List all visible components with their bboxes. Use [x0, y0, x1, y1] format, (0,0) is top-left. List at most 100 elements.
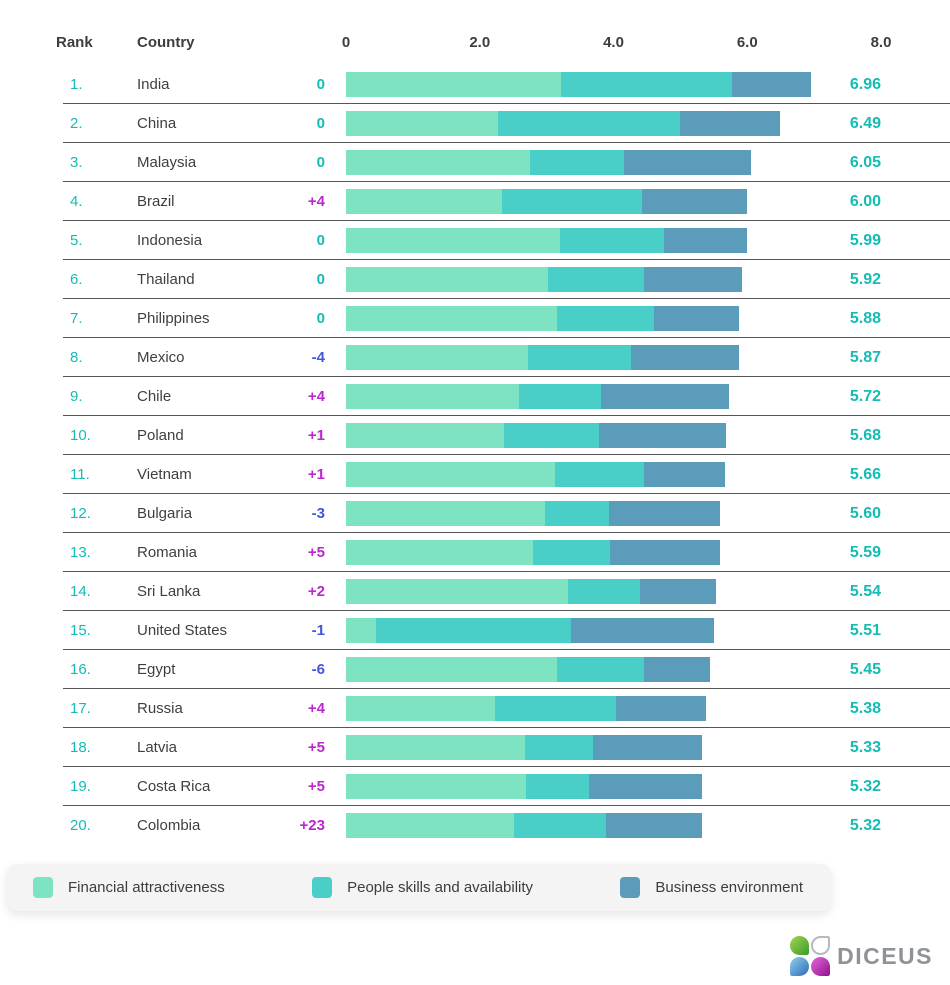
- country-cell: Chile: [137, 388, 172, 405]
- bar-segment-0: [346, 657, 557, 682]
- bar-segment-0: [346, 267, 548, 292]
- country-column-header: Country: [137, 34, 195, 51]
- bar-segment-1: [568, 579, 641, 604]
- bar-segment-0: [346, 813, 514, 838]
- score-cell: 5.32: [849, 816, 881, 834]
- country-cell: China: [137, 115, 177, 132]
- country-cell: Mexico: [137, 349, 185, 366]
- score-cell: 5.32: [849, 777, 881, 795]
- country-cell: Brazil: [137, 193, 175, 210]
- bar-segment-0: [346, 111, 499, 136]
- bar-segment-2: [623, 150, 751, 175]
- bar-segment-0: [346, 696, 496, 721]
- rank-change-cell: 0: [316, 310, 325, 327]
- score-cell: 5.33: [849, 738, 881, 756]
- bar-segment-1: [556, 657, 645, 682]
- bar-segment-1: [529, 150, 624, 175]
- bar-segment-0: [346, 735, 526, 760]
- table-row: 6. Thailand 0 5.92: [56, 260, 950, 299]
- rank-change-cell: +4: [307, 193, 325, 210]
- bar-cell: 5.66: [325, 455, 881, 494]
- table-row: 3. Malaysia 0 6.05: [56, 143, 950, 182]
- rank-cell: 3.: [70, 154, 83, 171]
- rank-change-cell: +4: [307, 388, 325, 405]
- score-cell: 5.60: [849, 504, 881, 522]
- bar-cell: 6.00: [325, 182, 881, 221]
- stacked-bar: [346, 657, 711, 682]
- rank-cell: 12.: [70, 505, 91, 522]
- stacked-bar: [346, 72, 812, 97]
- stacked-bar: [346, 696, 706, 721]
- stacked-bar: [346, 618, 715, 643]
- petal-green-icon: [790, 936, 810, 955]
- clover-logo-icon: [790, 936, 831, 976]
- stacked-bar: [346, 150, 751, 175]
- legend-label: Business environment: [655, 879, 803, 896]
- table-row: 10. Poland +1 5.68: [56, 416, 950, 455]
- rank-change-cell: -3: [311, 505, 325, 522]
- bar-segment-2: [592, 735, 703, 760]
- stacked-bar: [346, 228, 747, 253]
- bar-segment-0: [346, 189, 502, 214]
- score-cell: 5.54: [849, 582, 881, 600]
- rank-cell: 9.: [70, 388, 83, 405]
- score-cell: 5.51: [849, 621, 881, 639]
- rank-cell: 20.: [70, 817, 91, 834]
- country-cell: Romania: [137, 544, 198, 561]
- bar-segment-2: [599, 423, 726, 448]
- bar-segment-0: [346, 423, 504, 448]
- bar-segment-2: [664, 228, 747, 253]
- table-header: Rank Country 0 2.0 4.0 6.0 8.0: [56, 34, 950, 65]
- country-cell: Russia: [137, 700, 183, 717]
- axis-tick: 0: [341, 34, 351, 51]
- bar-segment-1: [547, 267, 645, 292]
- petal-blue-icon: [790, 957, 810, 976]
- rank-change-cell: +1: [307, 466, 325, 483]
- rank-change-cell: -1: [311, 622, 325, 639]
- country-cell: Latvia: [137, 739, 178, 756]
- score-cell: 5.38: [849, 699, 881, 717]
- bar-segment-2: [606, 813, 702, 838]
- bar-segment-2: [615, 696, 706, 721]
- bar-segment-0: [346, 345, 528, 370]
- bar-cell: 5.72: [325, 377, 881, 416]
- rank-cell: 17.: [70, 700, 91, 717]
- bar-cell: 5.54: [325, 572, 881, 611]
- stacked-bar: [346, 579, 717, 604]
- bar-cell: 5.92: [325, 260, 881, 299]
- bar-cell: 5.87: [325, 338, 881, 377]
- axis-tick: 2.0: [469, 34, 491, 51]
- rank-change-cell: 0: [316, 271, 325, 288]
- bar-cell: 5.45: [325, 650, 881, 689]
- bar-segment-1: [495, 696, 616, 721]
- bar-segment-1: [532, 540, 611, 565]
- rank-cell: 10.: [70, 427, 91, 444]
- bar-segment-1: [527, 345, 631, 370]
- bar-segment-0: [346, 462, 556, 487]
- country-cell: Philippines: [137, 310, 210, 327]
- table-row: 9. Chile +4 5.72: [56, 377, 950, 416]
- table-row: 7. Philippines 0 5.88: [56, 299, 950, 338]
- bar-segment-2: [644, 462, 725, 487]
- rank-cell: 5.: [70, 232, 83, 249]
- rank-cell: 8.: [70, 349, 83, 366]
- bar-cell: 5.51: [325, 611, 881, 650]
- bar-cell: 5.60: [325, 494, 881, 533]
- stacked-bar: [346, 267, 742, 292]
- bar-segment-1: [518, 384, 602, 409]
- rank-cell: 2.: [70, 115, 83, 132]
- stacked-bar: [346, 501, 721, 526]
- rank-cell: 7.: [70, 310, 83, 327]
- stacked-bar: [346, 306, 740, 331]
- bar-segment-1: [560, 228, 665, 253]
- bar-segment-2: [644, 657, 711, 682]
- logo-text: DICEUS: [837, 942, 933, 969]
- rank-change-cell: +5: [307, 544, 325, 561]
- rank-change-cell: +2: [307, 583, 325, 600]
- table-row: 8. Mexico -4 5.87: [56, 338, 950, 377]
- rank-change-cell: +4: [307, 700, 325, 717]
- stacked-bar: [346, 735, 703, 760]
- rank-change-cell: 0: [316, 154, 325, 171]
- country-cell: United States: [137, 622, 228, 639]
- table-row: 5. Indonesia 0 5.99: [56, 221, 950, 260]
